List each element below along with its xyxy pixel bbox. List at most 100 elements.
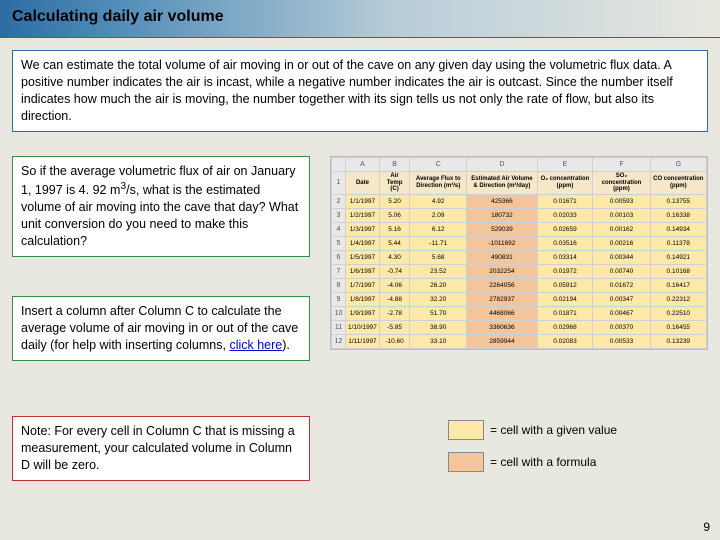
note-text: Note: For every cell in Column C that is… <box>21 424 295 472</box>
row-number: 3 <box>332 208 346 222</box>
value-cell: 0.16455 <box>650 320 706 334</box>
value-cell: 0.00216 <box>593 236 650 250</box>
value-cell: 33.10 <box>410 334 467 348</box>
value-cell: 1/5/1997 <box>346 250 380 264</box>
value-cell: 4.92 <box>410 194 467 208</box>
value-cell: 0.00347 <box>593 292 650 306</box>
table-row: 21/1/19975.204.924253660.016710.005930.1… <box>332 194 707 208</box>
table-row: 31/2/19975.062.091807320.020330.001030.1… <box>332 208 707 222</box>
value-cell: -0.74 <box>379 264 409 278</box>
value-cell: -11.71 <box>410 236 467 250</box>
value-cell: -2.78 <box>379 306 409 320</box>
col-letter: E <box>537 158 593 172</box>
value-cell: 0.22510 <box>650 306 706 320</box>
page-number: 9 <box>703 520 710 534</box>
table-row: 71/6/1997-0.7423.5220322540.019720.00740… <box>332 264 707 278</box>
intro-text: We can estimate the total volume of air … <box>21 58 673 123</box>
value-cell: 0.10168 <box>650 264 706 278</box>
value-cell: 0.00370 <box>593 320 650 334</box>
col-letter: D <box>467 158 537 172</box>
value-cell: -4.88 <box>379 292 409 306</box>
row-number: 10 <box>332 306 346 320</box>
value-cell: 32.20 <box>410 292 467 306</box>
value-cell: 38.90 <box>410 320 467 334</box>
value-cell: 5.06 <box>379 208 409 222</box>
row-number: 9 <box>332 292 346 306</box>
value-cell: 0.02083 <box>537 334 593 348</box>
header-cell: Air Temp (C) <box>379 172 409 195</box>
value-cell: 1/6/1997 <box>346 264 380 278</box>
value-cell: 0.00162 <box>593 222 650 236</box>
value-cell: 1/3/1997 <box>346 222 380 236</box>
formula-cell: -1011692 <box>467 236 537 250</box>
value-cell: 5.68 <box>410 250 467 264</box>
value-cell: 6.12 <box>410 222 467 236</box>
formula-cell: 4468066 <box>467 306 537 320</box>
value-cell: 1/10/1997 <box>346 320 380 334</box>
col-letter: F <box>593 158 650 172</box>
value-cell: 0.05912 <box>537 278 593 292</box>
corner-cell <box>332 158 346 172</box>
header-cell: O₂ concentration (ppm) <box>537 172 593 195</box>
value-cell: 26.20 <box>410 278 467 292</box>
row-number: 2 <box>332 194 346 208</box>
table-row: 41/3/19975.166.125290390.026590.001620.1… <box>332 222 707 236</box>
value-cell: 0.11378 <box>650 236 706 250</box>
value-cell: 0.13239 <box>650 334 706 348</box>
value-cell: 0.01671 <box>537 194 593 208</box>
row-number: 7 <box>332 264 346 278</box>
value-cell: 0.16417 <box>650 278 706 292</box>
value-cell: 5.44 <box>379 236 409 250</box>
header-cell: Date <box>346 172 380 195</box>
row-number: 1 <box>332 172 346 195</box>
value-cell: 0.02968 <box>537 320 593 334</box>
value-cell: -5.85 <box>379 320 409 334</box>
table-row: 81/7/1997-4.0626.2022640560.059120.01672… <box>332 278 707 292</box>
value-cell: -10.60 <box>379 334 409 348</box>
formula-cell: 2859944 <box>467 334 537 348</box>
value-cell: 0.01972 <box>537 264 593 278</box>
value-cell: 1/1/1997 <box>346 194 380 208</box>
value-cell: 23.52 <box>410 264 467 278</box>
header-cell: CO concentration (ppm) <box>650 172 706 195</box>
formula-cell: 180732 <box>467 208 537 222</box>
value-cell: 0.01871 <box>537 306 593 320</box>
value-cell: 1/4/1997 <box>346 236 380 250</box>
value-cell: 0.00533 <box>593 334 650 348</box>
value-cell: 1/8/1997 <box>346 292 380 306</box>
formula-cell: 2264056 <box>467 278 537 292</box>
page-title: Calculating daily air volume <box>12 8 708 26</box>
value-cell: 0.00593 <box>593 194 650 208</box>
table-row: 111/10/1997-5.8538.9033606360.029680.003… <box>332 320 707 334</box>
legend-formula-label: = cell with a formula <box>490 455 596 469</box>
value-cell: 0.22312 <box>650 292 706 306</box>
value-cell: 0.03314 <box>537 250 593 264</box>
table-row: 61/5/19974.305.684908310.033140.003440.1… <box>332 250 707 264</box>
row-number: 5 <box>332 236 346 250</box>
value-cell: 5.16 <box>379 222 409 236</box>
col-letter: C <box>410 158 467 172</box>
table-row: 101/9/1997-2.7851.7044680660.018710.0046… <box>332 306 707 320</box>
row-number: 8 <box>332 278 346 292</box>
legend-given: = cell with a given value <box>448 420 617 440</box>
value-cell: 1/2/1997 <box>346 208 380 222</box>
legend-given-label: = cell with a given value <box>490 423 617 437</box>
header-row: 1DateAir Temp (C)Average Flux to Directi… <box>332 172 707 195</box>
note-box: Note: For every cell in Column C that is… <box>12 416 310 481</box>
formula-cell: 2032254 <box>467 264 537 278</box>
legend-formula: = cell with a formula <box>448 452 596 472</box>
value-cell: 0.02659 <box>537 222 593 236</box>
value-cell: 1/7/1997 <box>346 278 380 292</box>
value-cell: 0.00740 <box>593 264 650 278</box>
value-cell: 0.14921 <box>650 250 706 264</box>
value-cell: 5.20 <box>379 194 409 208</box>
header-cell: Average Flux to Direction (m³/s) <box>410 172 467 195</box>
spreadsheet-preview: ABCDEFG 1DateAir Temp (C)Average Flux to… <box>330 156 708 350</box>
formula-cell: 529039 <box>467 222 537 236</box>
value-cell: 1/9/1997 <box>346 306 380 320</box>
click-here-link[interactable]: click here <box>229 338 282 352</box>
col-letter: A <box>346 158 380 172</box>
value-cell: 0.03516 <box>537 236 593 250</box>
row-number: 6 <box>332 250 346 264</box>
value-cell: 0.00467 <box>593 306 650 320</box>
